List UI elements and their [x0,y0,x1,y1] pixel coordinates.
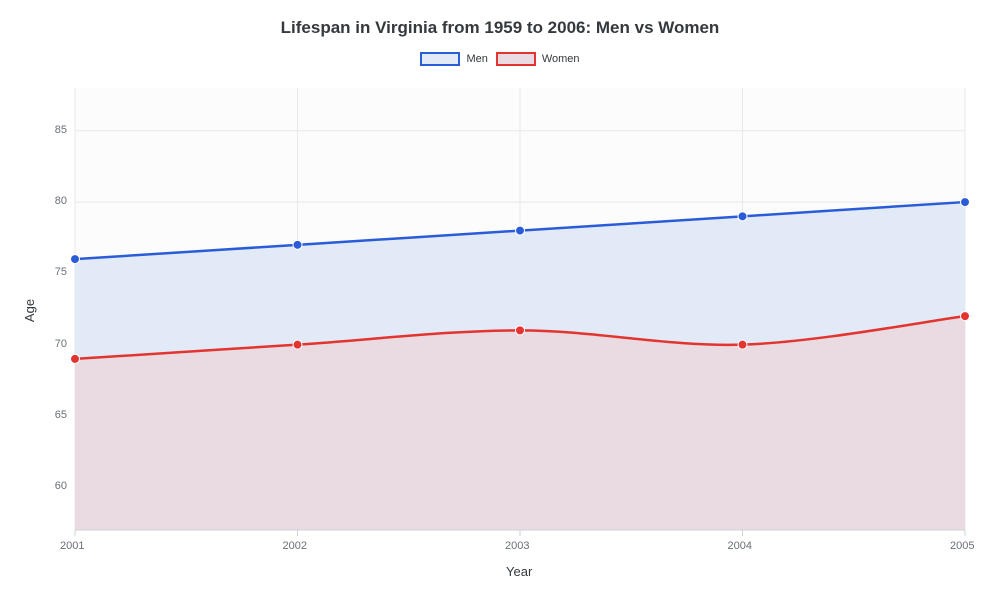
x-tick-label: 2002 [283,540,307,552]
x-axis-title: Year [506,564,532,579]
y-tick-label: 70 [55,338,67,350]
x-tick-label: 2005 [950,540,974,552]
y-tick-label: 85 [55,124,67,136]
x-tick-label: 2001 [60,540,84,552]
y-tick-label: 75 [55,266,67,278]
y-tick-label: 80 [55,195,67,207]
y-tick-label: 65 [55,409,67,421]
chart-container: Lifespan in Virginia from 1959 to 2006: … [0,0,1000,600]
y-tick-label: 60 [55,480,67,492]
x-tick-label: 2004 [728,540,752,552]
x-tick-label: 2003 [505,540,529,552]
plot-area [0,0,1000,600]
y-axis-title: Age [22,299,37,322]
